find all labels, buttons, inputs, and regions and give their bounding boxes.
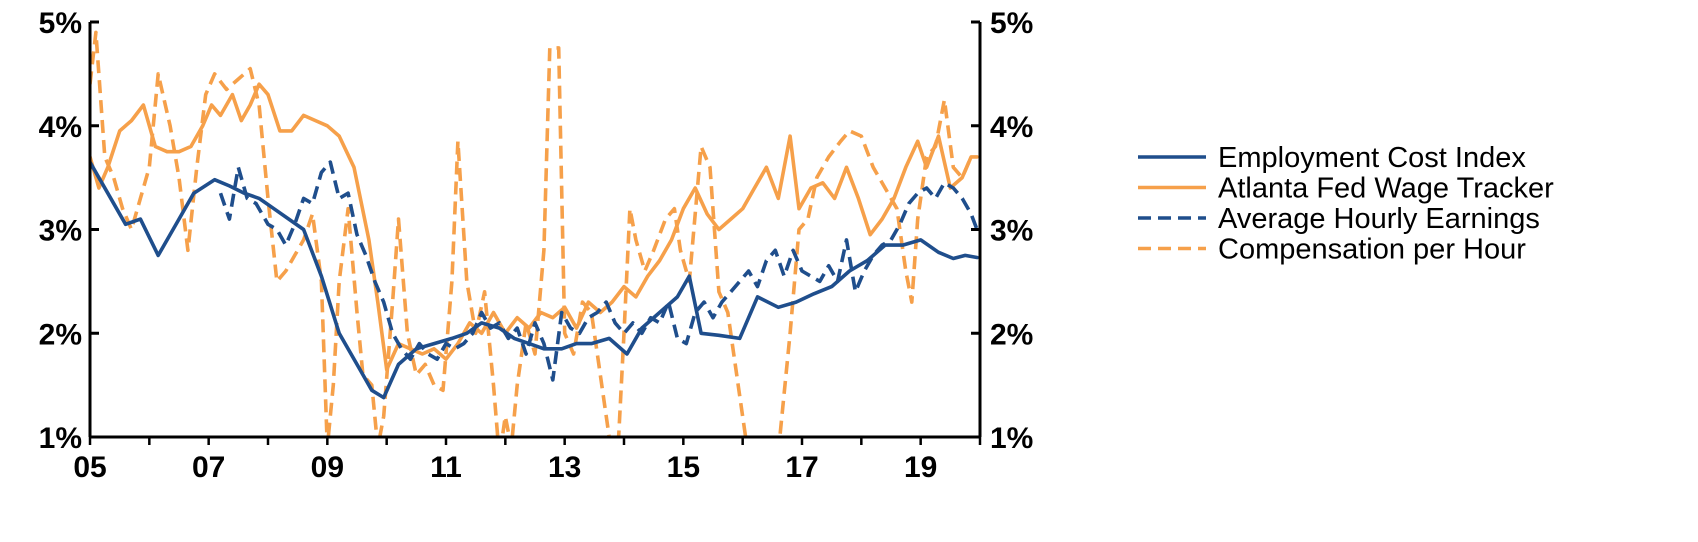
y-tick-label-right: 4%: [990, 111, 1033, 144]
legend-label: Average Hourly Earnings: [1218, 203, 1540, 235]
y-tick-label-right: 5%: [990, 7, 1033, 40]
x-tick-label: 15: [667, 451, 700, 484]
y-tick-label-left: 2%: [39, 318, 82, 351]
y-tick-label-right: 3%: [990, 215, 1033, 248]
series-line-employment-cost-index: [90, 160, 979, 400]
y-tick-label-right: 2%: [990, 318, 1033, 351]
axes: 1% 1% 2% 2% 3% 3% 4% 4% 5% 5% 05 07 09 11 13 15 17 19: [39, 7, 1034, 484]
x-tick-label: 17: [785, 451, 818, 484]
x-tick-label: 19: [904, 451, 937, 484]
series-line-average-hourly-earnings: [218, 160, 979, 382]
y-tick-label-left: 4%: [39, 111, 82, 144]
x-tick-label: 13: [548, 451, 581, 484]
x-tick-label: 07: [192, 451, 225, 484]
y-tick-label-left: 1%: [39, 422, 82, 455]
y-tick-label-left: 3%: [39, 215, 82, 248]
legend-label: Compensation per Hour: [1218, 234, 1526, 266]
x-tick-label: 05: [73, 451, 106, 484]
series-line-atlanta-fed-wage-tracker: [90, 82, 979, 372]
x-tick-label: 09: [311, 451, 344, 484]
y-tick-label-right: 1%: [990, 422, 1033, 455]
legend-label: Employment Cost Index: [1218, 142, 1526, 174]
series-line-compensation-per-hour: [90, 30, 973, 437]
legend-label: Atlanta Fed Wage Tracker: [1218, 173, 1554, 205]
series-layer: [90, 30, 979, 437]
x-tick-label: 11: [430, 451, 462, 484]
y-tick-label-left: 5%: [39, 7, 82, 40]
